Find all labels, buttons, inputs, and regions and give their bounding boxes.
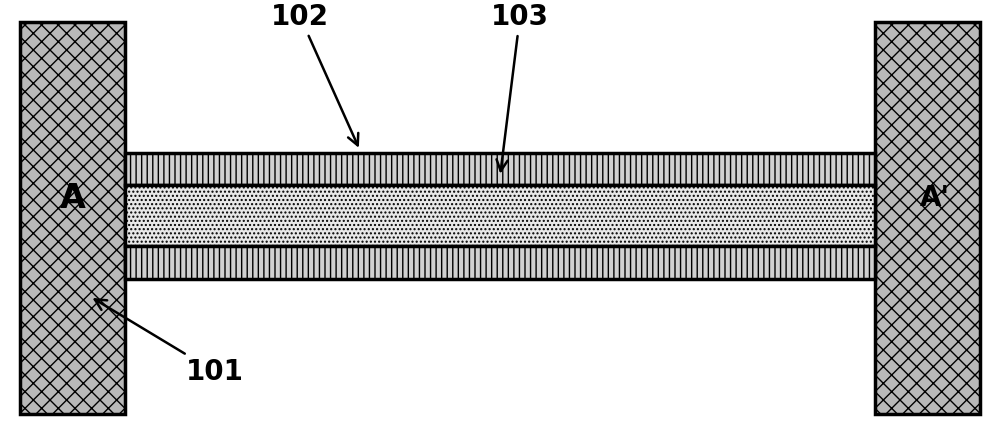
Bar: [875, 22, 980, 414]
Text: 102: 102: [271, 3, 358, 145]
Text: A: A: [60, 182, 86, 215]
Bar: [20, 22, 125, 414]
Text: 103: 103: [491, 3, 549, 171]
Bar: [125, 153, 875, 185]
Bar: [125, 185, 875, 246]
Text: 101: 101: [95, 300, 244, 386]
Bar: [125, 246, 875, 279]
Text: A': A': [920, 184, 950, 212]
